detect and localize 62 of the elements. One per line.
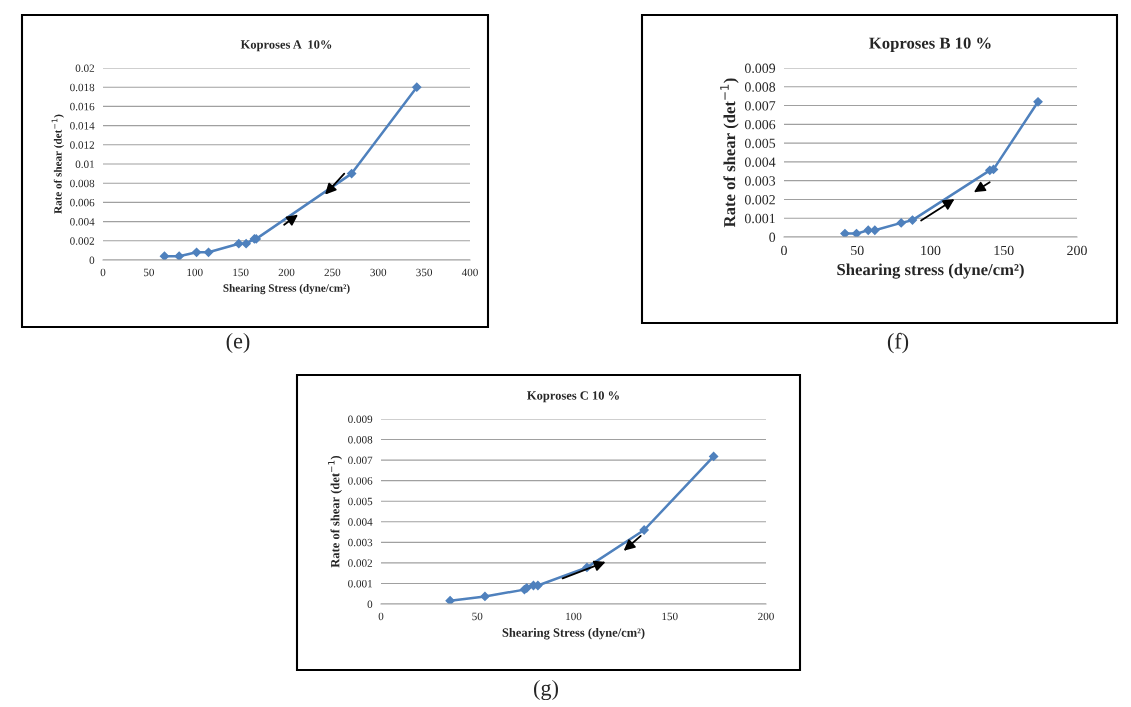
y-axis-title: Rate of shear (det$^{−1}$) <box>328 455 342 568</box>
x-tick-label: 0 <box>378 612 384 621</box>
x-tick-label: 100 <box>921 245 941 256</box>
x-tick-label: 200 <box>1067 245 1087 256</box>
chart-title: Koproses B 10 % <box>869 37 991 53</box>
x-axis-title: Shearing Stress (dyne/cm²) <box>223 283 350 295</box>
x-tick-label: 400 <box>461 268 478 277</box>
y-tick-label: 0.001 <box>744 213 775 224</box>
text: (e) <box>226 332 250 354</box>
x-tick-label: 250 <box>324 268 341 277</box>
y-tick-label: 0.018 <box>70 83 95 92</box>
y-tick-label: 0.007 <box>348 456 373 465</box>
x-axis-title: Shearing Stress (dyne/cm²) <box>502 627 645 640</box>
x-tick-label: 200 <box>278 268 295 277</box>
x-tick-label: 100 <box>566 612 582 621</box>
y-axis-title: Rate of shear (det$^{−1}$) <box>51 114 64 214</box>
y-tick-label: 0.02 <box>75 64 95 73</box>
y-tick-label: 0.007 <box>744 101 776 111</box>
y-tick-label: 0.004 <box>348 518 373 526</box>
y-tick-label: 0.004 <box>744 157 776 167</box>
y-tick-label: 0.003 <box>348 538 373 547</box>
x-tick-label: 100 <box>187 268 203 277</box>
y-tick-label: 0 <box>769 232 776 242</box>
y-tick-label: 0.005 <box>744 138 776 149</box>
chart-title: Koproses C 10 % <box>527 391 619 403</box>
y-tick-label: 0.008 <box>348 436 373 444</box>
y-tick-label: 0.006 <box>744 119 776 130</box>
text: (g) <box>534 679 558 701</box>
x-tick-label: 50 <box>472 612 483 621</box>
chart-title: Koproses A 10% <box>240 40 332 52</box>
y-tick-label: 0.008 <box>744 82 776 92</box>
y-tick-label: 0.016 <box>70 102 95 111</box>
x-tick-label: 150 <box>233 268 249 277</box>
y-tick-label: 0.014 <box>70 122 95 130</box>
x-tick-label: 150 <box>662 612 678 621</box>
y-tick-label: 0.009 <box>744 63 776 74</box>
x-tick-label: 200 <box>758 612 774 621</box>
y-tick-label: 0.005 <box>348 497 373 506</box>
y-tick-label: 0.009 <box>348 415 373 424</box>
x-tick-label: 300 <box>370 268 387 277</box>
x-tick-label: 0 <box>100 268 106 277</box>
x-axis-title: Shearing stress (dyne/cm²) <box>837 263 1024 279</box>
y-tick-label: 0 <box>367 600 373 608</box>
y-tick-label: 0.003 <box>744 176 776 186</box>
y-tick-label: 0.002 <box>70 237 95 245</box>
y-tick-label: 0.008 <box>70 179 95 188</box>
y-tick-label: 0.006 <box>70 198 95 207</box>
y-tick-label: 0.01 <box>75 160 94 169</box>
y-tick-label: 0.001 <box>348 579 372 588</box>
y-tick-label: 0.012 <box>70 141 95 149</box>
text: (f) <box>887 332 909 354</box>
y-tick-label: 0 <box>89 256 95 264</box>
x-tick-label: 350 <box>416 268 433 277</box>
y-axis-title: Rate of shear (det$^{−1}$) <box>720 78 739 228</box>
y-tick-label: 0.002 <box>348 559 373 567</box>
x-tick-label: 0 <box>781 245 787 256</box>
y-tick-label: 0.002 <box>744 195 775 205</box>
x-tick-label: 50 <box>851 245 864 256</box>
x-tick-label: 150 <box>994 245 1014 256</box>
y-tick-label: 0.006 <box>348 477 373 485</box>
x-tick-label: 50 <box>143 268 155 277</box>
y-tick-label: 0.004 <box>70 218 95 226</box>
